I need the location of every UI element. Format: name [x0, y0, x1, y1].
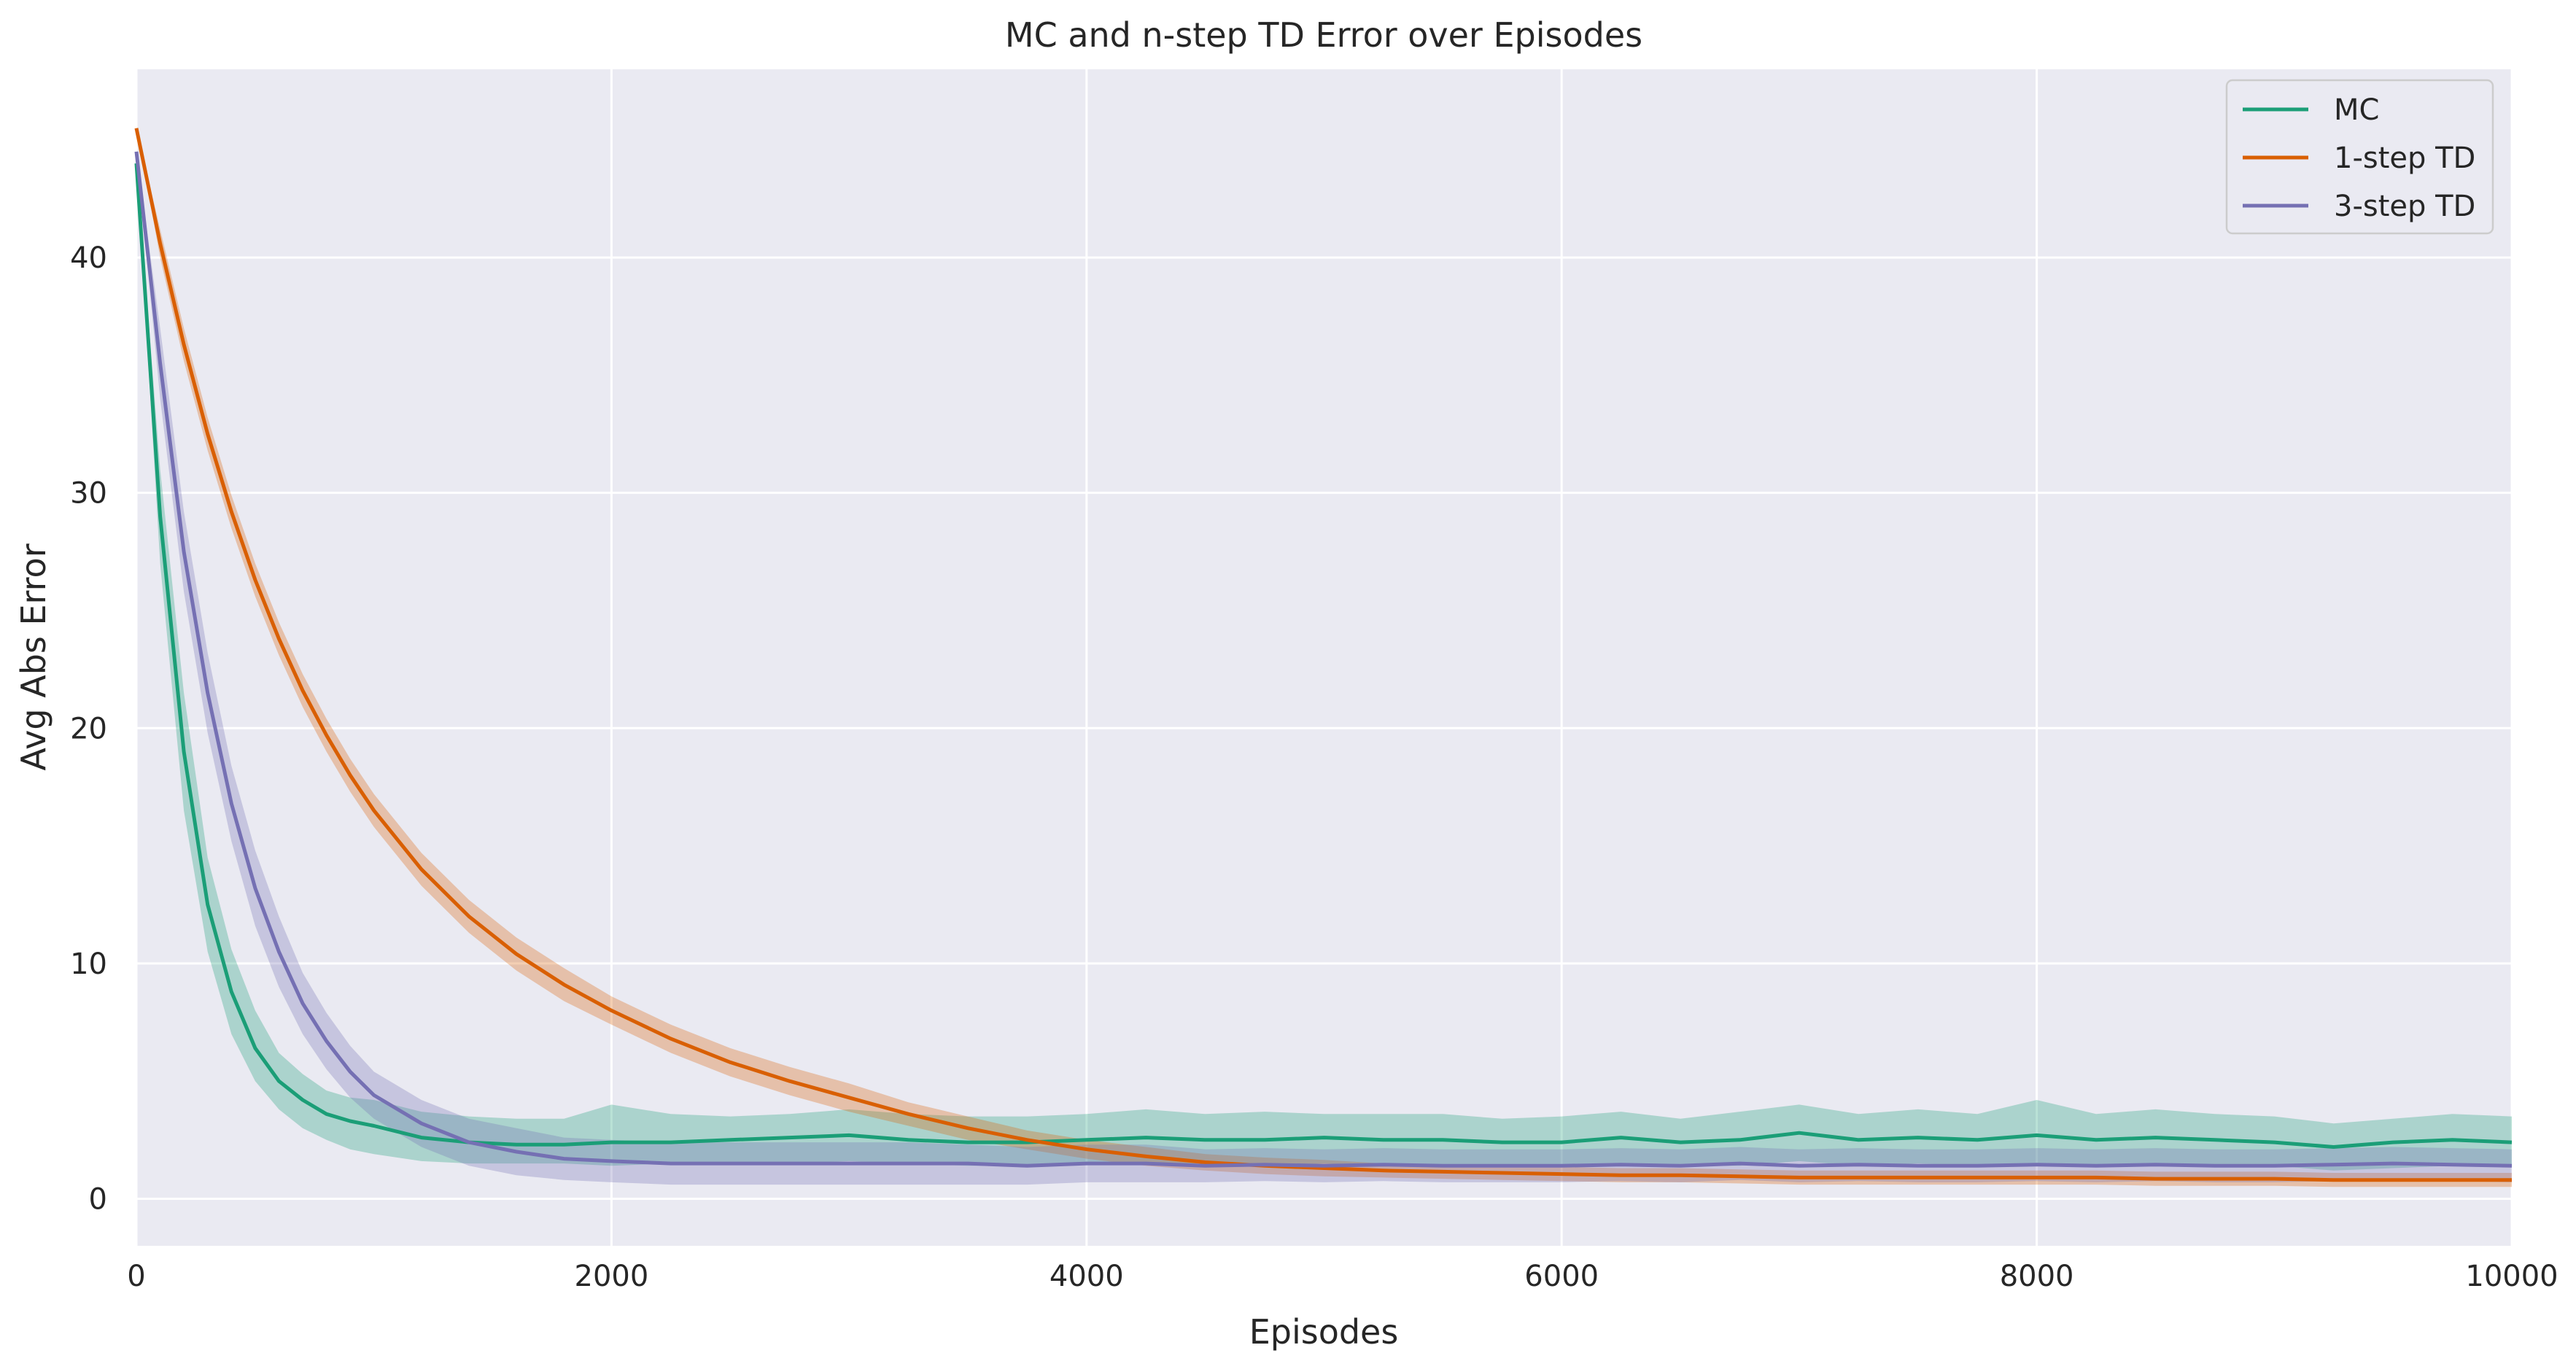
legend: MC 1-step TD 3-step TD [2225, 79, 2494, 235]
x-tick-label: 8000 [2000, 1260, 2074, 1293]
legend-frame [2225, 79, 2494, 235]
1-step-td-line [134, 128, 2512, 1182]
confidence-bands [136, 128, 2512, 1187]
x-tick-label: 6000 [1524, 1260, 1599, 1293]
plot-area [136, 69, 2512, 1246]
x-tick-label: 10000 [2465, 1260, 2558, 1293]
1-step-td-legend-label: 1-step TD [2334, 142, 2475, 175]
y-tick-label: 0 [89, 1182, 107, 1216]
3-step-td-band [136, 151, 2512, 1185]
y-tick-label: 30 [70, 477, 107, 511]
3-step-td-line [134, 151, 2513, 1168]
3-step-td-legend-label: 3-step TD [2334, 190, 2475, 223]
y-axis-label: Avg Abs Error [14, 543, 53, 770]
y-tick-label: 20 [70, 712, 107, 745]
grid [135, 69, 2513, 1246]
x-axis-label: Episodes [1249, 1312, 1399, 1352]
chart-title: MC and n-step TD Error over Episodes [1005, 15, 1642, 55]
mc-line [134, 163, 2513, 1149]
tick-labels: 0 2000 4000 6000 8000 10000 0 10 20 30 40 [70, 241, 2558, 1293]
x-tick-label: 2000 [575, 1260, 649, 1293]
series-lines [134, 128, 2513, 1182]
y-tick-label: 10 [70, 947, 107, 981]
x-tick-label: 0 [127, 1260, 145, 1293]
mc-legend-label: MC [2334, 93, 2379, 127]
y-tick-label: 40 [70, 241, 107, 275]
x-tick-label: 4000 [1050, 1260, 1124, 1293]
